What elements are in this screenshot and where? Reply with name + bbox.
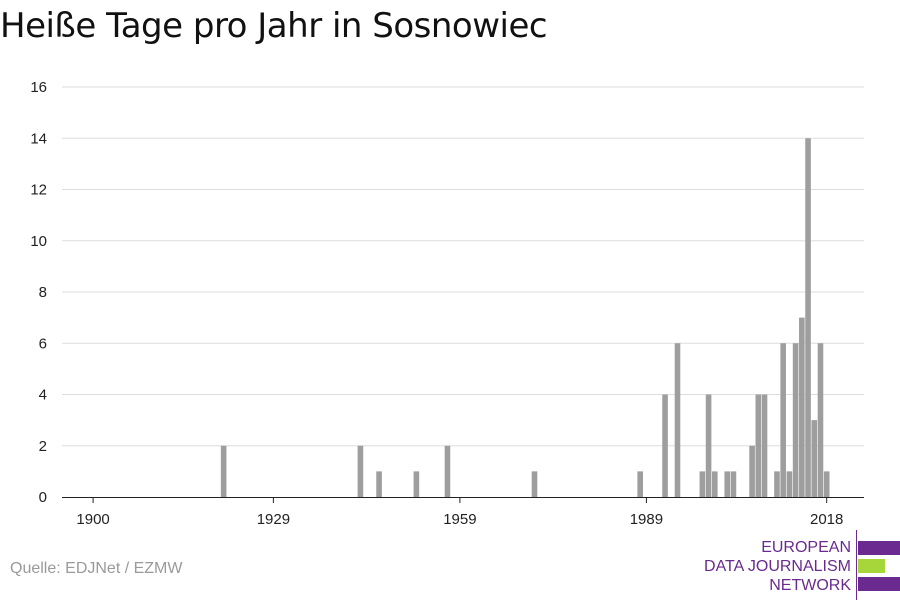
bar-1921: [220, 445, 227, 497]
bar-1992: [662, 394, 668, 497]
x-tick-label: 1929: [257, 511, 290, 528]
logo-bar-purple-top: [858, 541, 900, 555]
y-tick-label: 10: [30, 233, 47, 250]
x-tick-label: 1959: [443, 511, 476, 528]
x-tick-label: 1900: [76, 511, 109, 528]
logo-bar-purple-bottom: [858, 577, 900, 591]
bar-2013: [792, 343, 799, 497]
bar-2006: [749, 445, 755, 497]
bar-2002: [724, 471, 731, 497]
y-tick-label: 16: [30, 79, 47, 96]
y-axis-ticks: 0 2 4 6 8 10 12 14 16: [30, 79, 47, 506]
bar-2017: [817, 343, 824, 497]
bar-2007: [755, 394, 762, 497]
bar-2011: [780, 343, 786, 497]
y-tick-label: 12: [30, 182, 47, 199]
y-tick-label: 0: [39, 489, 47, 506]
bar-2015: [805, 138, 811, 497]
bar-2003: [730, 471, 737, 497]
y-tick-label: 8: [39, 284, 47, 301]
bar-1988: [637, 471, 643, 497]
source-note: Quelle: EDJNet / EZMW: [10, 560, 183, 577]
chart-title: Heiße Tage pro Jahr in Sosnowiec: [0, 6, 548, 46]
gridlines: [62, 86, 864, 447]
logo-line-1: EUROPEAN: [761, 539, 851, 556]
logo-line-3: NETWORK: [769, 577, 851, 594]
y-tick-label: 2: [39, 438, 47, 455]
bar-1971: [531, 471, 538, 497]
y-tick-label: 14: [30, 130, 47, 147]
bar-1943: [357, 445, 364, 497]
x-tick-label: 2018: [810, 511, 843, 528]
bar-1994: [674, 343, 681, 497]
x-tick-label: 1989: [630, 511, 663, 528]
y-tick-label: 4: [39, 387, 47, 404]
bar-1946: [376, 471, 382, 497]
bar-2012: [786, 471, 793, 497]
bar-1998: [699, 471, 706, 497]
logo-line-2: DATA JOURNALISM: [704, 558, 851, 575]
bar-2000: [711, 471, 718, 497]
logo-bar-green: [858, 559, 885, 573]
bar-2014: [799, 317, 805, 497]
bar-2018: [823, 471, 830, 497]
logo-divider: [856, 530, 857, 600]
bar-1999: [705, 394, 712, 497]
bar-2016: [811, 420, 818, 497]
bar-1957: [444, 445, 451, 497]
x-axis-ticks: 1900 1929 1959 1989 2018: [76, 497, 843, 528]
bars: [220, 138, 830, 497]
edjnet-logo: EUROPEAN DATA JOURNALISM NETWORK: [700, 528, 900, 600]
bar-1952: [413, 471, 420, 497]
bar-2010: [774, 471, 780, 497]
y-tick-label: 6: [39, 335, 47, 352]
bar-2008: [761, 394, 768, 497]
